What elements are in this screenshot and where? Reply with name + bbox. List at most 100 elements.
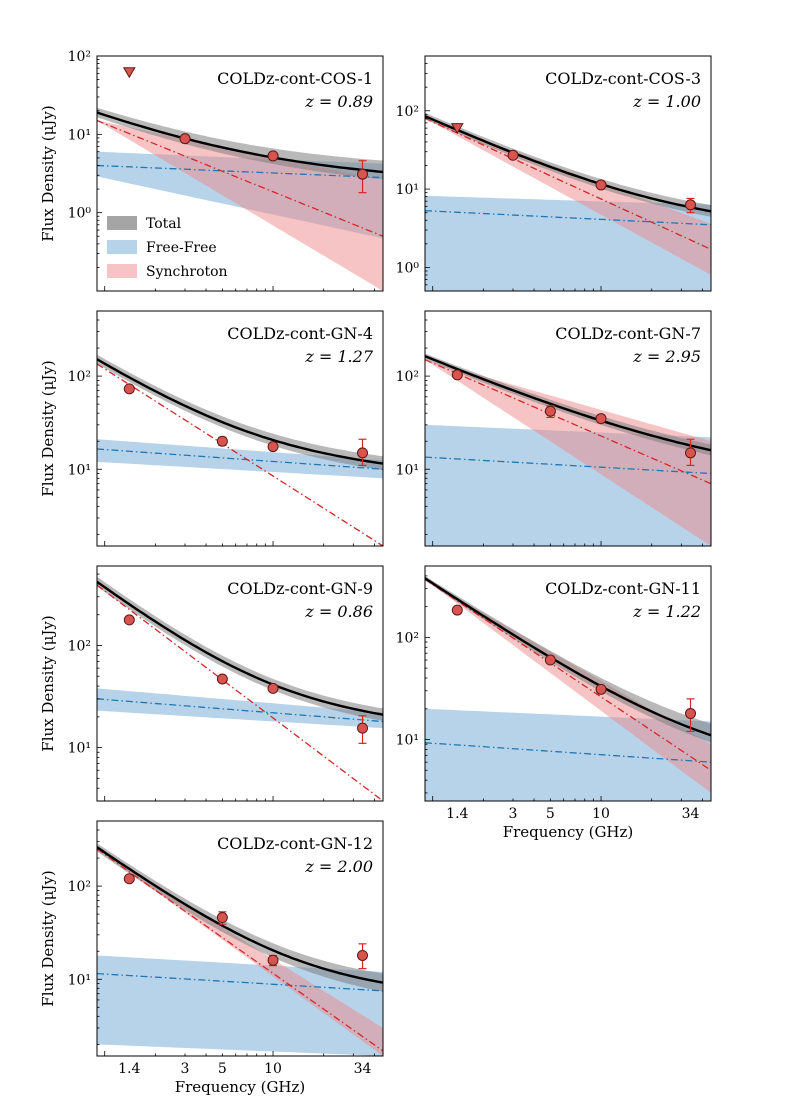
legend-swatch <box>107 240 137 254</box>
total-band <box>425 353 711 456</box>
panel-title: COLDz-cont-GN-7 <box>555 324 701 343</box>
free-free-band <box>97 439 383 479</box>
panel-2: 10⁰ 10¹ 10² COLDz-cont-COS-3 z = 1.00 <box>396 55 712 292</box>
data-point <box>507 149 519 161</box>
y-tick-label: 10² <box>396 630 419 646</box>
y-tick-label: 10¹ <box>68 741 91 757</box>
total-line <box>97 358 383 465</box>
legend-label: Free-Free <box>146 240 217 256</box>
x-tick-label: 10 <box>592 806 610 822</box>
x-tick-label: 34 <box>682 806 700 822</box>
x-tick-label: 5 <box>546 806 555 822</box>
data-point <box>451 604 463 616</box>
data-point <box>123 383 135 395</box>
data-point <box>685 199 697 211</box>
y-tick-label: 10² <box>396 104 419 120</box>
axes-frame <box>96 55 384 292</box>
total-line <box>425 577 711 737</box>
legend-swatch <box>107 216 137 230</box>
y-tick-label: 10¹ <box>396 182 419 198</box>
y-tick-label: 10¹ <box>396 462 419 478</box>
synchrotron-line <box>97 119 383 237</box>
y-axis-label: Flux Density (μJy) <box>39 870 57 1006</box>
y-tick-label: 10¹ <box>68 127 91 143</box>
data-point <box>595 179 607 191</box>
y-axis-label: Flux Density (μJy) <box>39 360 57 496</box>
panel-redshift: z = 2.95 <box>632 347 701 366</box>
x-tick-label: 10 <box>264 1061 282 1077</box>
data-point <box>685 447 697 459</box>
axes-frame <box>96 565 384 802</box>
free-free-band <box>97 955 383 1056</box>
data-point <box>595 413 607 425</box>
synchrotron-band <box>97 849 383 1056</box>
plot-area <box>425 353 711 546</box>
total-line <box>425 115 711 213</box>
data-point <box>216 673 228 685</box>
panel-redshift: z = 1.27 <box>304 347 373 366</box>
data-point <box>544 654 556 666</box>
y-tick-label: 10⁰ <box>396 260 420 276</box>
y-tick-label: 10¹ <box>68 462 91 478</box>
data-point <box>357 168 369 180</box>
data-point <box>179 133 191 145</box>
total-line <box>97 846 383 984</box>
data-point <box>216 912 228 924</box>
panel-5: 10¹ 10² Flux Density (μJy) COLDz-cont-GN-9 z… <box>39 565 384 802</box>
x-tick-label: 34 <box>354 1061 372 1077</box>
data-point <box>685 707 697 719</box>
free-free-band <box>97 688 383 729</box>
synchrotron-line <box>425 578 711 771</box>
data-point <box>451 369 463 381</box>
x-tick-label: 1.4 <box>446 806 468 822</box>
synchrotron-line <box>97 363 383 546</box>
panel-redshift: z = 0.86 <box>304 602 373 621</box>
synchrotron-band <box>425 359 711 546</box>
axes-frame <box>424 565 712 802</box>
y-axis-label: Flux Density (μJy) <box>39 615 57 751</box>
upper-limit-marker <box>122 67 136 79</box>
panel-3: 10¹ 10² Flux Density (μJy) COLDz-cont-GN-4 z… <box>39 310 384 547</box>
free-free-line <box>425 742 711 763</box>
data-point <box>357 722 369 734</box>
free-free-line <box>97 698 383 723</box>
total-line <box>425 355 711 452</box>
plot-area <box>97 107 383 291</box>
panel-4: 10¹ 10² COLDz-cont-GN-7 z = 2.95 <box>396 310 712 547</box>
x-tick-label: 3 <box>181 1061 190 1077</box>
total-band <box>425 576 711 743</box>
data-point <box>216 435 228 447</box>
total-band <box>97 107 383 180</box>
axes-frame <box>424 310 712 547</box>
legend-swatch <box>107 264 137 278</box>
panel-1: 10⁰ 10¹ 10² Flux Density (μJy) COLDz-cont-CO… <box>39 49 384 292</box>
legend-label: Total <box>146 216 182 232</box>
panel-title: COLDz-cont-GN-11 <box>545 579 701 598</box>
panel-title: COLDz-cont-GN-4 <box>227 324 373 343</box>
x-axis-label: Frequency (GHz) <box>503 823 634 841</box>
total-line <box>97 111 383 174</box>
y-tick-label: 10⁰ <box>68 206 92 222</box>
panel-title: COLDz-cont-GN-12 <box>217 834 373 853</box>
y-tick-label: 10² <box>68 49 91 65</box>
plot-area <box>425 576 711 801</box>
total-band <box>425 112 711 217</box>
x-tick-label: 3 <box>509 806 518 822</box>
free-free-line <box>97 448 383 470</box>
y-tick-label: 10² <box>396 369 419 385</box>
legend-label: Synchroton <box>146 264 228 280</box>
panel-redshift: z = 1.00 <box>632 92 701 111</box>
plot-area <box>97 576 383 801</box>
free-free-line <box>425 210 711 226</box>
free-free-line <box>97 164 383 179</box>
panel-title: COLDz-cont-GN-9 <box>227 579 373 598</box>
upper-limit-marker <box>450 123 464 135</box>
legend: Total Free-Free Synchroton <box>107 216 228 280</box>
data-point <box>267 150 279 162</box>
total-line <box>97 580 383 716</box>
data-point <box>267 441 279 453</box>
free-free-line <box>425 456 711 475</box>
panel-redshift: z = 1.22 <box>632 602 701 621</box>
free-free-line <box>97 972 383 992</box>
